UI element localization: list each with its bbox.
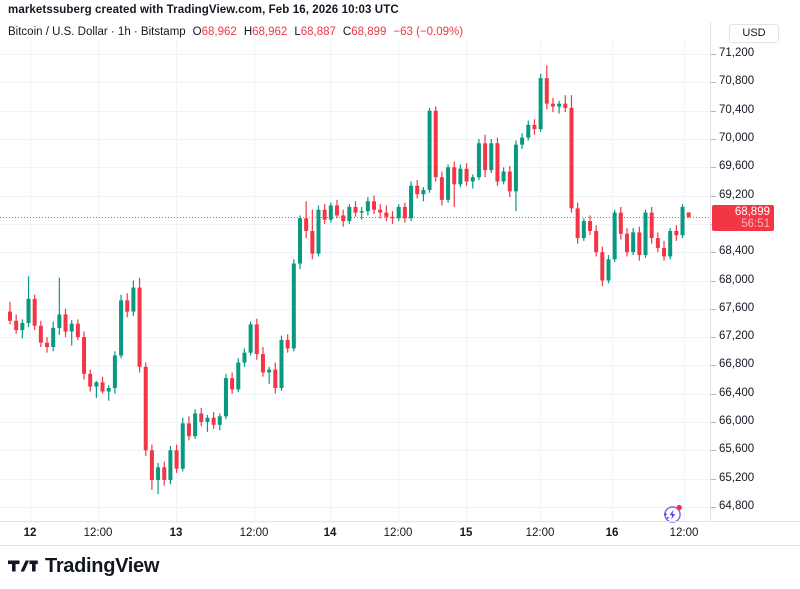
lightning-replay-icon[interactable] — [659, 501, 685, 527]
price-tick-label: 68,000 — [719, 273, 755, 286]
legend-open-value: 68,962 — [201, 26, 237, 38]
price-tick-label: 66,800 — [719, 358, 755, 371]
legend-low-value: 68,887 — [300, 26, 336, 38]
legend-high-value: 68,962 — [252, 26, 288, 38]
price-tick-mark — [711, 167, 716, 168]
time-tick-label: 12:00 — [525, 527, 555, 539]
price-tick-label: 71,200 — [719, 47, 755, 60]
price-tick-label: 70,000 — [719, 132, 755, 145]
candlestick-plot-area[interactable] — [0, 40, 710, 521]
tradingview-logo-icon — [8, 560, 38, 572]
attribution-text: marketssuberg created with TradingView.c… — [8, 4, 399, 16]
legend-open-label: O — [192, 26, 202, 38]
price-tick-mark — [711, 365, 716, 366]
time-axis[interactable]: 12 12:00 13 12:00 14 12:00 15 12:00 16 12:00 — [0, 521, 800, 546]
legend-symbol-title[interactable]: Bitcoin / U.S. Dollar · 1h · Bitstamp — [8, 26, 186, 38]
time-tick-label: 12:00 — [239, 527, 269, 539]
time-tick-label: 14 — [323, 527, 337, 539]
time-tick-label: 15 — [459, 527, 473, 539]
current-price-line — [0, 217, 710, 218]
current-price-badge: 68,899 56:51 — [712, 204, 774, 231]
price-tick-mark — [711, 479, 716, 480]
bar-countdown-timer: 56:51 — [741, 217, 770, 230]
price-tick-label: 69,200 — [719, 188, 755, 201]
price-tick-label: 65,600 — [719, 443, 755, 456]
price-axis[interactable]: USD 71,200 70,800 70,400 70,000 69,600 69,200… — [710, 22, 800, 521]
time-tick-label: 12 — [23, 527, 37, 539]
price-tick-mark — [711, 82, 716, 83]
time-tick-label: 13 — [169, 527, 183, 539]
price-tick-label: 66,400 — [719, 386, 755, 399]
legend-low-label: L — [294, 26, 301, 38]
price-tick-mark — [711, 394, 716, 395]
price-tick-mark — [711, 196, 716, 197]
price-tick-mark — [711, 337, 716, 338]
time-tick-label: 12:00 — [383, 527, 413, 539]
currency-badge: USD — [729, 24, 779, 43]
price-tick-mark — [711, 54, 716, 55]
price-tick-label: 66,000 — [719, 414, 755, 427]
price-tick-mark — [711, 422, 716, 423]
price-tick-mark — [711, 507, 716, 508]
legend-high-label: H — [243, 26, 253, 38]
chart-frame: BTCUSD USD 71,20070,80070,40070,00069,60… — [0, 22, 800, 521]
tradingview-brand[interactable]: TradingView — [8, 556, 159, 576]
current-price-value: 68,899 — [734, 205, 770, 218]
price-tick-label: 65,200 — [719, 471, 755, 484]
price-tick-mark — [711, 281, 716, 282]
price-tick-label: 67,200 — [719, 330, 755, 343]
price-tick-label: 70,800 — [719, 75, 755, 88]
price-tick-label: 70,400 — [719, 103, 755, 116]
price-tick-mark — [711, 450, 716, 451]
price-tick-mark — [711, 252, 716, 253]
candlestick-series — [8, 65, 691, 495]
legend-close-label: C — [342, 26, 352, 38]
price-tick-label: 67,600 — [719, 301, 755, 314]
footer-bar: TradingView — [0, 545, 800, 589]
chart-legend: Bitcoin / U.S. Dollar · 1h · Bitstamp O68… — [8, 25, 463, 39]
legend-change-value: −63 (−0.09%) — [393, 26, 464, 38]
legend-close-value: 68,899 — [351, 26, 387, 38]
time-tick-label: 12:00 — [83, 527, 113, 539]
price-tick-label: 69,600 — [719, 160, 755, 173]
time-tick-label: 16 — [605, 527, 619, 539]
price-tick-mark — [711, 111, 716, 112]
price-tick-label: 68,400 — [719, 245, 755, 258]
brand-label: TradingView — [45, 555, 160, 577]
price-tick-mark — [711, 139, 716, 140]
price-tick-mark — [711, 309, 716, 310]
time-tick-label: 12:00 — [669, 527, 699, 539]
price-tick-label: 64,800 — [719, 499, 755, 512]
